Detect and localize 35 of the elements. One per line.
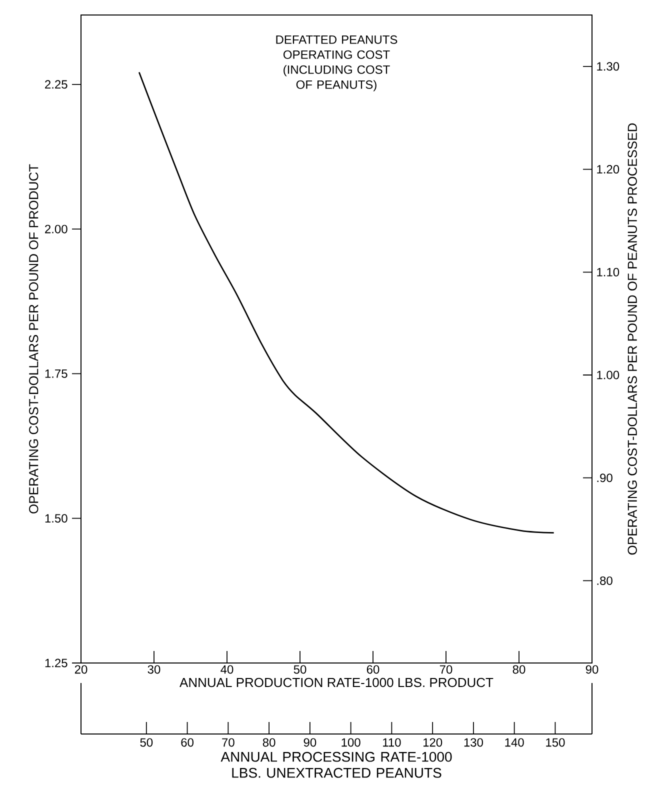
x-tick-label: 50 [294,665,306,674]
x2-tick-label: 50 [140,738,153,747]
text: DEFATTED PEANUTS OPERATING COST (INCLUDING COST OF PEANUTS) [276,35,398,92]
x2-tick-label: 150 [546,738,565,747]
y2-tick-label: 1.00 [597,370,620,380]
x-axis-title: ANNUAL PRODUCTION RATE-1000 LBS. PRODUCT [180,678,494,688]
y2-tick-label: .80 [597,576,612,585]
x2-tick-label: 60 [181,738,194,747]
x2-axis-title: ANNUAL PROCESSING RATE-1000 LBS. UNEXTRACTED PEANUTS [220,752,452,778]
x-tick-label: 30 [148,665,160,674]
y2-tick-label: 1.20 [597,165,620,174]
x-tick-label: 80 [512,665,526,674]
x2-tick-label: 90 [304,738,316,747]
y2-tick-label: 1.30 [597,62,620,71]
y2-axis-title: OPERATING COST-DOLLARS PER POUND OF PEANUTS PROCESSED [628,123,637,555]
y-tick-label: 1.75 [45,370,68,378]
x2-tick-label: 140 [505,738,524,747]
x2-tick-label: 130 [464,738,483,747]
y-tick-label: 1.50 [45,514,68,523]
x-tick-label: 40 [220,665,234,674]
y2-tick-label: .90 [597,474,612,482]
y-tick-label: 2.00 [45,224,68,234]
x2-tick-label: 70 [222,738,234,747]
y-axis-title: OPERATING COST-DOLLARS PER POUND OF PRODUCT [29,164,38,514]
y-tick-label: 2.25 [45,80,68,89]
x2-tick-label: 100 [342,738,360,747]
y2-tick-label: 1.10 [597,268,620,276]
y-tick-label: 1.25 [45,658,68,668]
x-tick-label: 60 [366,665,380,674]
x-tick-label: 70 [440,665,452,674]
x2-tick-label: 110 [383,738,401,747]
x-tick-label: 20 [74,665,88,674]
x2-tick-label: 80 [262,738,276,747]
x-tick-label: 90 [586,665,598,674]
x2-tick-label: 120 [423,738,442,747]
